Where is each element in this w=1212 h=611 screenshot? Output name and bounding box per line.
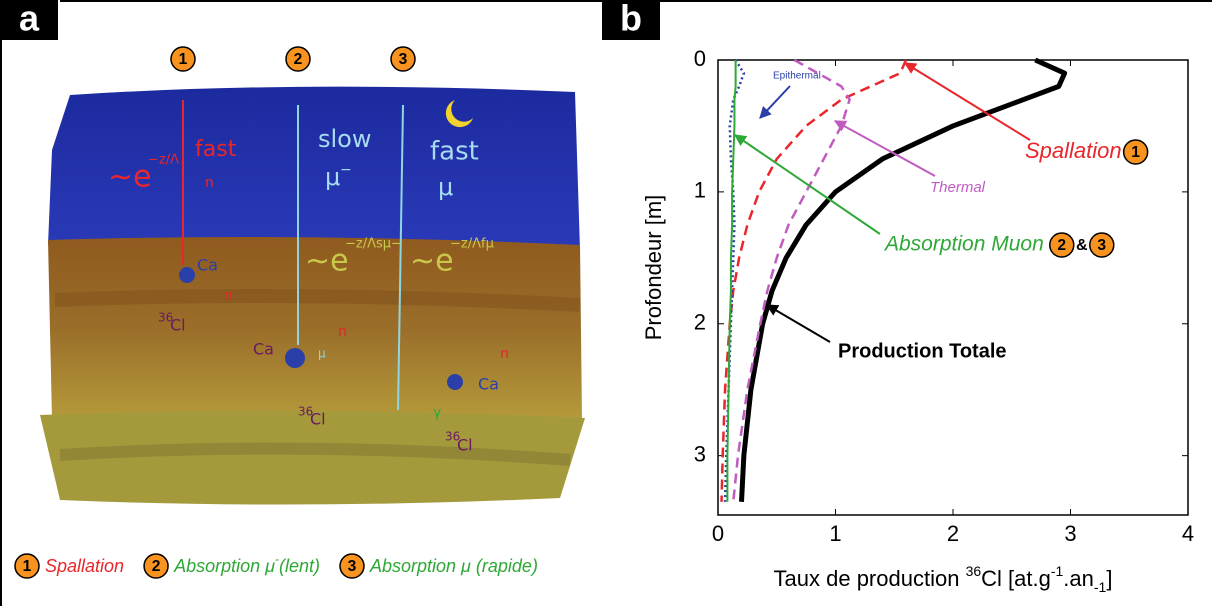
badge-number: 3 (1097, 237, 1106, 254)
badge (1049, 232, 1075, 258)
series-line (720, 59, 908, 502)
formula-base: ∼e (410, 244, 454, 279)
hand-label: n (338, 324, 347, 340)
badge (1089, 232, 1115, 258)
panel-label-box (0, 0, 58, 40)
y-axis-title: Profondeur [m] (641, 195, 666, 341)
x-axis-title: Taux de production 36Cl [at.g-1.an-1] (774, 563, 1113, 595)
badge (143, 553, 169, 579)
legend-text: Absorption μ (173, 556, 275, 576)
x-tick-label: 4 (1182, 521, 1194, 546)
hand-label: μ (318, 347, 326, 361)
annotation-arrow (765, 304, 831, 343)
hand-label: Ca (253, 340, 274, 359)
formula-exponent: −z/Λfμ (450, 237, 494, 252)
x-tick-label: 3 (1064, 521, 1076, 546)
hand-label: γ (433, 405, 441, 421)
badge-number: 2 (1057, 237, 1066, 254)
hand-label: μ (325, 163, 340, 191)
legend-sup: - (275, 552, 279, 566)
badge-number: 2 (152, 558, 161, 575)
y-tick-label: 0 (694, 46, 706, 71)
y-tick-label: 1 (694, 178, 706, 203)
annotation-arrow (759, 85, 791, 119)
x-axis-title-part: -1 (1094, 579, 1107, 595)
badge-joiner: & (1076, 237, 1088, 254)
series-line (732, 58, 851, 502)
badge (14, 553, 40, 579)
series-label: Spallation (1025, 138, 1122, 163)
badge (285, 46, 311, 72)
series-line (726, 60, 737, 502)
series-label: Epithermal (773, 71, 821, 82)
series-line (739, 57, 1068, 502)
hand-label: Ca (197, 256, 218, 275)
x-tick-label: 1 (829, 521, 841, 546)
series-label: Absorption Muon (883, 233, 1044, 256)
panel-label: a (19, 0, 40, 39)
hand-label: Cl (457, 436, 473, 455)
hand-label: n (205, 175, 214, 191)
badge (339, 553, 365, 579)
x-axis-title-part: 36 (966, 563, 982, 579)
hand-label: 36 (298, 405, 313, 419)
x-tick-label: 2 (947, 521, 959, 546)
hand-label: fast (430, 137, 479, 167)
panel-label: b (620, 0, 642, 39)
x-axis-title-part: ] (1106, 566, 1112, 591)
annotation-arrow (734, 134, 881, 235)
legend-text: Absorption μ (rapide) (369, 556, 538, 576)
badge-number: 3 (399, 51, 408, 68)
hand-label: Ca (478, 375, 499, 394)
hand-label: slow (318, 125, 371, 153)
y-tick-label: 3 (694, 441, 706, 466)
formula-base: ∼e (108, 160, 152, 195)
legend-text: (lent) (279, 556, 320, 576)
x-axis-title-part: .an (1063, 566, 1094, 591)
formula-base: ∼e (305, 244, 349, 279)
series-label: Production Totale (838, 340, 1007, 362)
formula-exponent: −z/Λsμ− (345, 237, 402, 252)
x-axis-title-part: Taux de production (774, 566, 966, 591)
legend-text: Spallation (45, 556, 124, 576)
x-axis-title-part: -1 (1051, 563, 1064, 579)
badge-number: 1 (23, 558, 32, 575)
badge-number: 2 (294, 51, 303, 68)
hand-label: 36 (158, 311, 173, 325)
legend-text: Absorption μ (rapide) (369, 556, 538, 576)
series-label: Thermal (930, 179, 986, 196)
x-tick-label: 0 (712, 521, 724, 546)
hand-label: Cl (170, 316, 186, 335)
y-tick-label: 2 (694, 310, 706, 335)
painting (40, 86, 585, 505)
hand-label: μ (438, 173, 453, 201)
badge (170, 46, 196, 72)
hand-label: fast (195, 137, 237, 162)
formula-exponent: −z/Λ (148, 153, 179, 168)
badge-number: 1 (179, 51, 188, 68)
annotation-arrow (833, 120, 936, 177)
hand-label: n (224, 288, 233, 304)
hand-label: Cl (310, 410, 326, 429)
badge-number: 1 (1131, 144, 1140, 161)
annotation-arrow (903, 62, 1031, 141)
x-axis-title-part: Cl [at.g (981, 566, 1051, 591)
badge-number: 3 (348, 558, 357, 575)
badge (390, 46, 416, 72)
panel-label-box (602, 0, 660, 40)
badge (1122, 139, 1149, 165)
hand-label: n (500, 346, 509, 362)
hand-label: − (340, 162, 352, 178)
legend-text: Absorption μ-(lent) (173, 552, 320, 576)
series-line (723, 59, 746, 502)
hand-label: 36 (445, 430, 460, 444)
legend-text: Spallation (45, 556, 124, 576)
